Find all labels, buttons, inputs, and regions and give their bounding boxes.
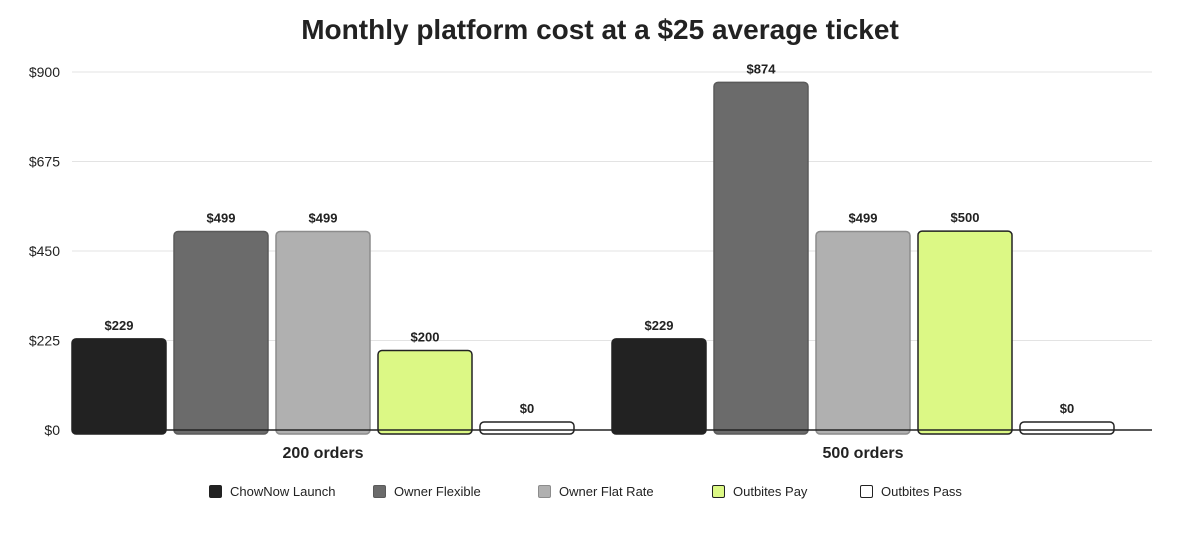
chart-title: Monthly platform cost at a $25 average t… bbox=[301, 14, 899, 45]
bar bbox=[815, 230, 911, 435]
x-category-label: 500 orders bbox=[823, 445, 904, 462]
bar-value-label: $499 bbox=[207, 211, 236, 226]
y-tick-label: $675 bbox=[29, 154, 60, 170]
legend-item: Outbites Pay bbox=[712, 484, 807, 499]
legend-swatch bbox=[712, 485, 725, 498]
y-tick-label: $0 bbox=[44, 422, 60, 438]
legend-item: Owner Flat Rate bbox=[538, 484, 654, 499]
bar-value-label: $499 bbox=[849, 211, 878, 226]
bar-value-label: $874 bbox=[747, 61, 777, 76]
bar bbox=[713, 81, 809, 435]
bar bbox=[173, 230, 269, 435]
legend-label: ChowNow Launch bbox=[230, 484, 336, 499]
legend-label: Owner Flat Rate bbox=[559, 484, 654, 499]
y-tick-label: $900 bbox=[29, 64, 60, 80]
legend-swatch bbox=[860, 485, 873, 498]
bar-value-label: $0 bbox=[1060, 401, 1074, 416]
legend-item: ChowNow Launch bbox=[209, 484, 336, 499]
bar bbox=[1019, 421, 1115, 435]
legend-swatch bbox=[209, 485, 222, 498]
legend-item: Owner Flexible bbox=[373, 484, 481, 499]
legend-label: Outbites Pay bbox=[733, 484, 808, 499]
legend-item: Outbites Pass bbox=[860, 484, 962, 499]
x-category-label: 200 orders bbox=[283, 445, 364, 462]
bar bbox=[479, 421, 575, 435]
bar bbox=[611, 338, 707, 435]
bar-value-label: $0 bbox=[520, 401, 534, 416]
bar-value-label: $229 bbox=[105, 318, 134, 333]
bar-value-label: $200 bbox=[411, 329, 440, 344]
bar-value-label: $500 bbox=[951, 210, 980, 225]
y-tick-label: $225 bbox=[29, 333, 60, 349]
bar-value-label: $229 bbox=[645, 318, 674, 333]
bar-value-label: $499 bbox=[309, 211, 338, 226]
bar bbox=[275, 230, 371, 435]
bar bbox=[71, 338, 167, 435]
legend-label: Outbites Pass bbox=[881, 484, 962, 499]
legend-swatch bbox=[538, 485, 551, 498]
bar bbox=[377, 349, 473, 435]
bar bbox=[917, 230, 1013, 435]
chart-legend: ChowNow Launch Owner Flexible Owner Flat R… bbox=[0, 484, 1200, 504]
legend-swatch bbox=[373, 485, 386, 498]
y-tick-label: $450 bbox=[29, 243, 60, 259]
legend-label: Owner Flexible bbox=[394, 484, 481, 499]
